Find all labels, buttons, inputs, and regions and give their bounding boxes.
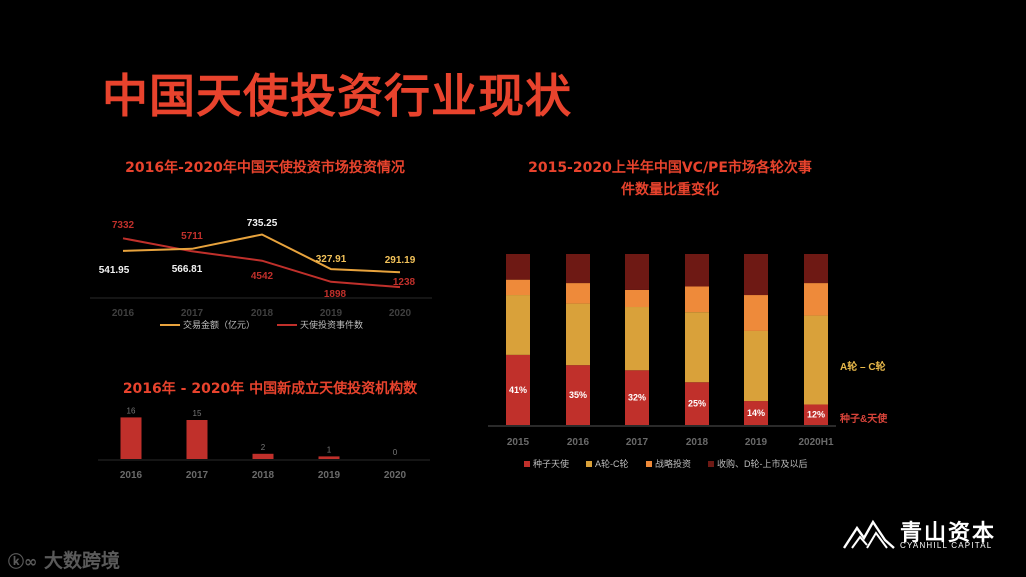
stacked-bar-segment [566,365,590,425]
stacked-bar-segment [804,404,828,425]
stacked-x-label: 2016 [567,437,590,448]
line-chart-title: 2016年-2020年中国天使投资市场投资情况 [125,160,405,176]
line-x-label: 2016 [112,308,135,319]
line-x-label: 2019 [320,308,343,319]
stacked-bar-segment [685,254,709,287]
stacked-chart-title: 2015-2020上半年中国VC/PE市场各轮次事 件数量比重变化 [505,157,835,201]
stacked-bar-segment [744,295,768,331]
institution-bar-label: 1 [327,445,332,454]
institution-bar-label: 2 [261,443,266,452]
stacked-bar-segment [685,312,709,383]
stacked-bar-segment [744,330,768,402]
events-label: 7332 [112,220,135,231]
annotation-seed: 种子&天使 [839,412,888,425]
institution-bar [318,456,340,459]
bar-x-label: 2017 [186,470,209,481]
events-series-line [122,237,401,289]
stacked-bar-segment [685,382,709,425]
amount-label: 541.95 [99,265,130,276]
stacked-bar-segment [566,254,590,284]
bar-x-label: 2019 [318,470,341,481]
legend-late-swatch [708,461,714,467]
bar-chart-title: 2016年 - 2020年 中国新成立天使投资机构数 [122,381,418,397]
legend-ac-swatch [586,461,592,467]
stacked-bar-segment [744,401,768,425]
stacked-bar-segment [625,307,649,371]
mountain-logo-icon [843,519,895,549]
stacked-bar-segment [625,289,649,308]
events-label: 1898 [324,289,347,300]
page-title: 中国天使投资行业现状 [102,69,572,123]
line-x-label: 2020 [389,308,412,319]
events-label: 4542 [251,271,274,282]
stacked-bar-segment [566,283,590,304]
bar-x-label: 2018 [252,470,275,481]
seed-share-label: 41% [509,385,527,395]
seed-share-label: 35% [569,390,587,400]
seed-share-label: 25% [688,399,706,409]
amount-label: 735.25 [247,218,278,229]
bar-x-label: 2016 [120,470,143,481]
stacked-bar-segment [804,254,828,284]
legend-seed-swatch [524,461,530,467]
watermark-text: 大数跨境 [43,550,120,572]
seed-share-label: 12% [807,410,825,420]
stacked-x-label: 2017 [626,437,649,448]
amount-label: 566.81 [172,264,203,275]
stacked-chart-title-line-2: 件数量比重变化 [621,182,719,198]
institution-bar-label: 16 [127,406,136,415]
watermark: ⓚ∞ 大数跨境 [8,546,120,573]
institutions-bars: 16 15 2 1 0 [120,406,398,459]
stacked-x-label: 2018 [686,437,709,448]
stacked-bar-segment [744,254,768,296]
stacked-chart-title-line-1: 2015-2020上半年中国VC/PE市场各轮次事 [528,160,812,176]
events-label: 1238 [393,277,416,288]
amount-label: 327.91 [316,254,347,265]
line-x-label: 2017 [181,308,204,319]
stacked-bar-segment [804,315,828,405]
stacked-bar-segment [566,303,590,366]
logo-text-cn: 青山资本 [900,521,997,546]
annotation-a-c: A轮 – C轮 [840,360,886,373]
seed-share-label: 14% [747,408,765,418]
stacked-bar-segment [625,370,649,425]
stacked-bar-segment [506,354,530,425]
legend-seed-label: 种子天使 [533,458,569,469]
legend-ac-label: A轮-C轮 [595,458,629,469]
legend-strategic-swatch [646,461,652,467]
legend-events-label: 天使投资事件数 [300,319,363,330]
amount-series-line [122,233,401,274]
institution-bar [120,417,142,459]
stacked-bars: 41% 35% 32% 25% 14% 12% [506,254,828,425]
line-x-label: 2018 [251,308,274,319]
stacked-bar-segment [506,295,530,355]
logo-text-en: CYANHILL CAPITAL [900,541,993,550]
institution-bar-label: 0 [393,448,398,457]
legend-amount-label: 交易金额（亿元） [183,319,255,330]
stacked-bar-segment [685,286,709,313]
events-label: 5711 [181,231,203,242]
stacked-bar-segment [506,254,530,280]
stacked-bar-segment [625,254,649,290]
amount-label: 291.19 [385,255,416,266]
seed-share-label: 32% [628,393,646,403]
legend-strategic-label: 战略投资 [655,458,691,469]
watermark-icon: ⓚ∞ [8,552,38,571]
institution-bar [186,420,208,459]
stacked-bar-segment [804,283,828,316]
stacked-x-label: 2015 [507,437,530,448]
legend-late-label: 收购、D轮-上市及以后 [717,458,808,469]
stacked-x-label: 2019 [745,437,768,448]
institution-bar [252,453,274,459]
institution-bar-label: 15 [193,409,202,418]
stacked-x-label: 2020H1 [798,437,833,448]
bar-x-label: 2020 [384,470,407,481]
stacked-bar-segment [506,279,530,296]
